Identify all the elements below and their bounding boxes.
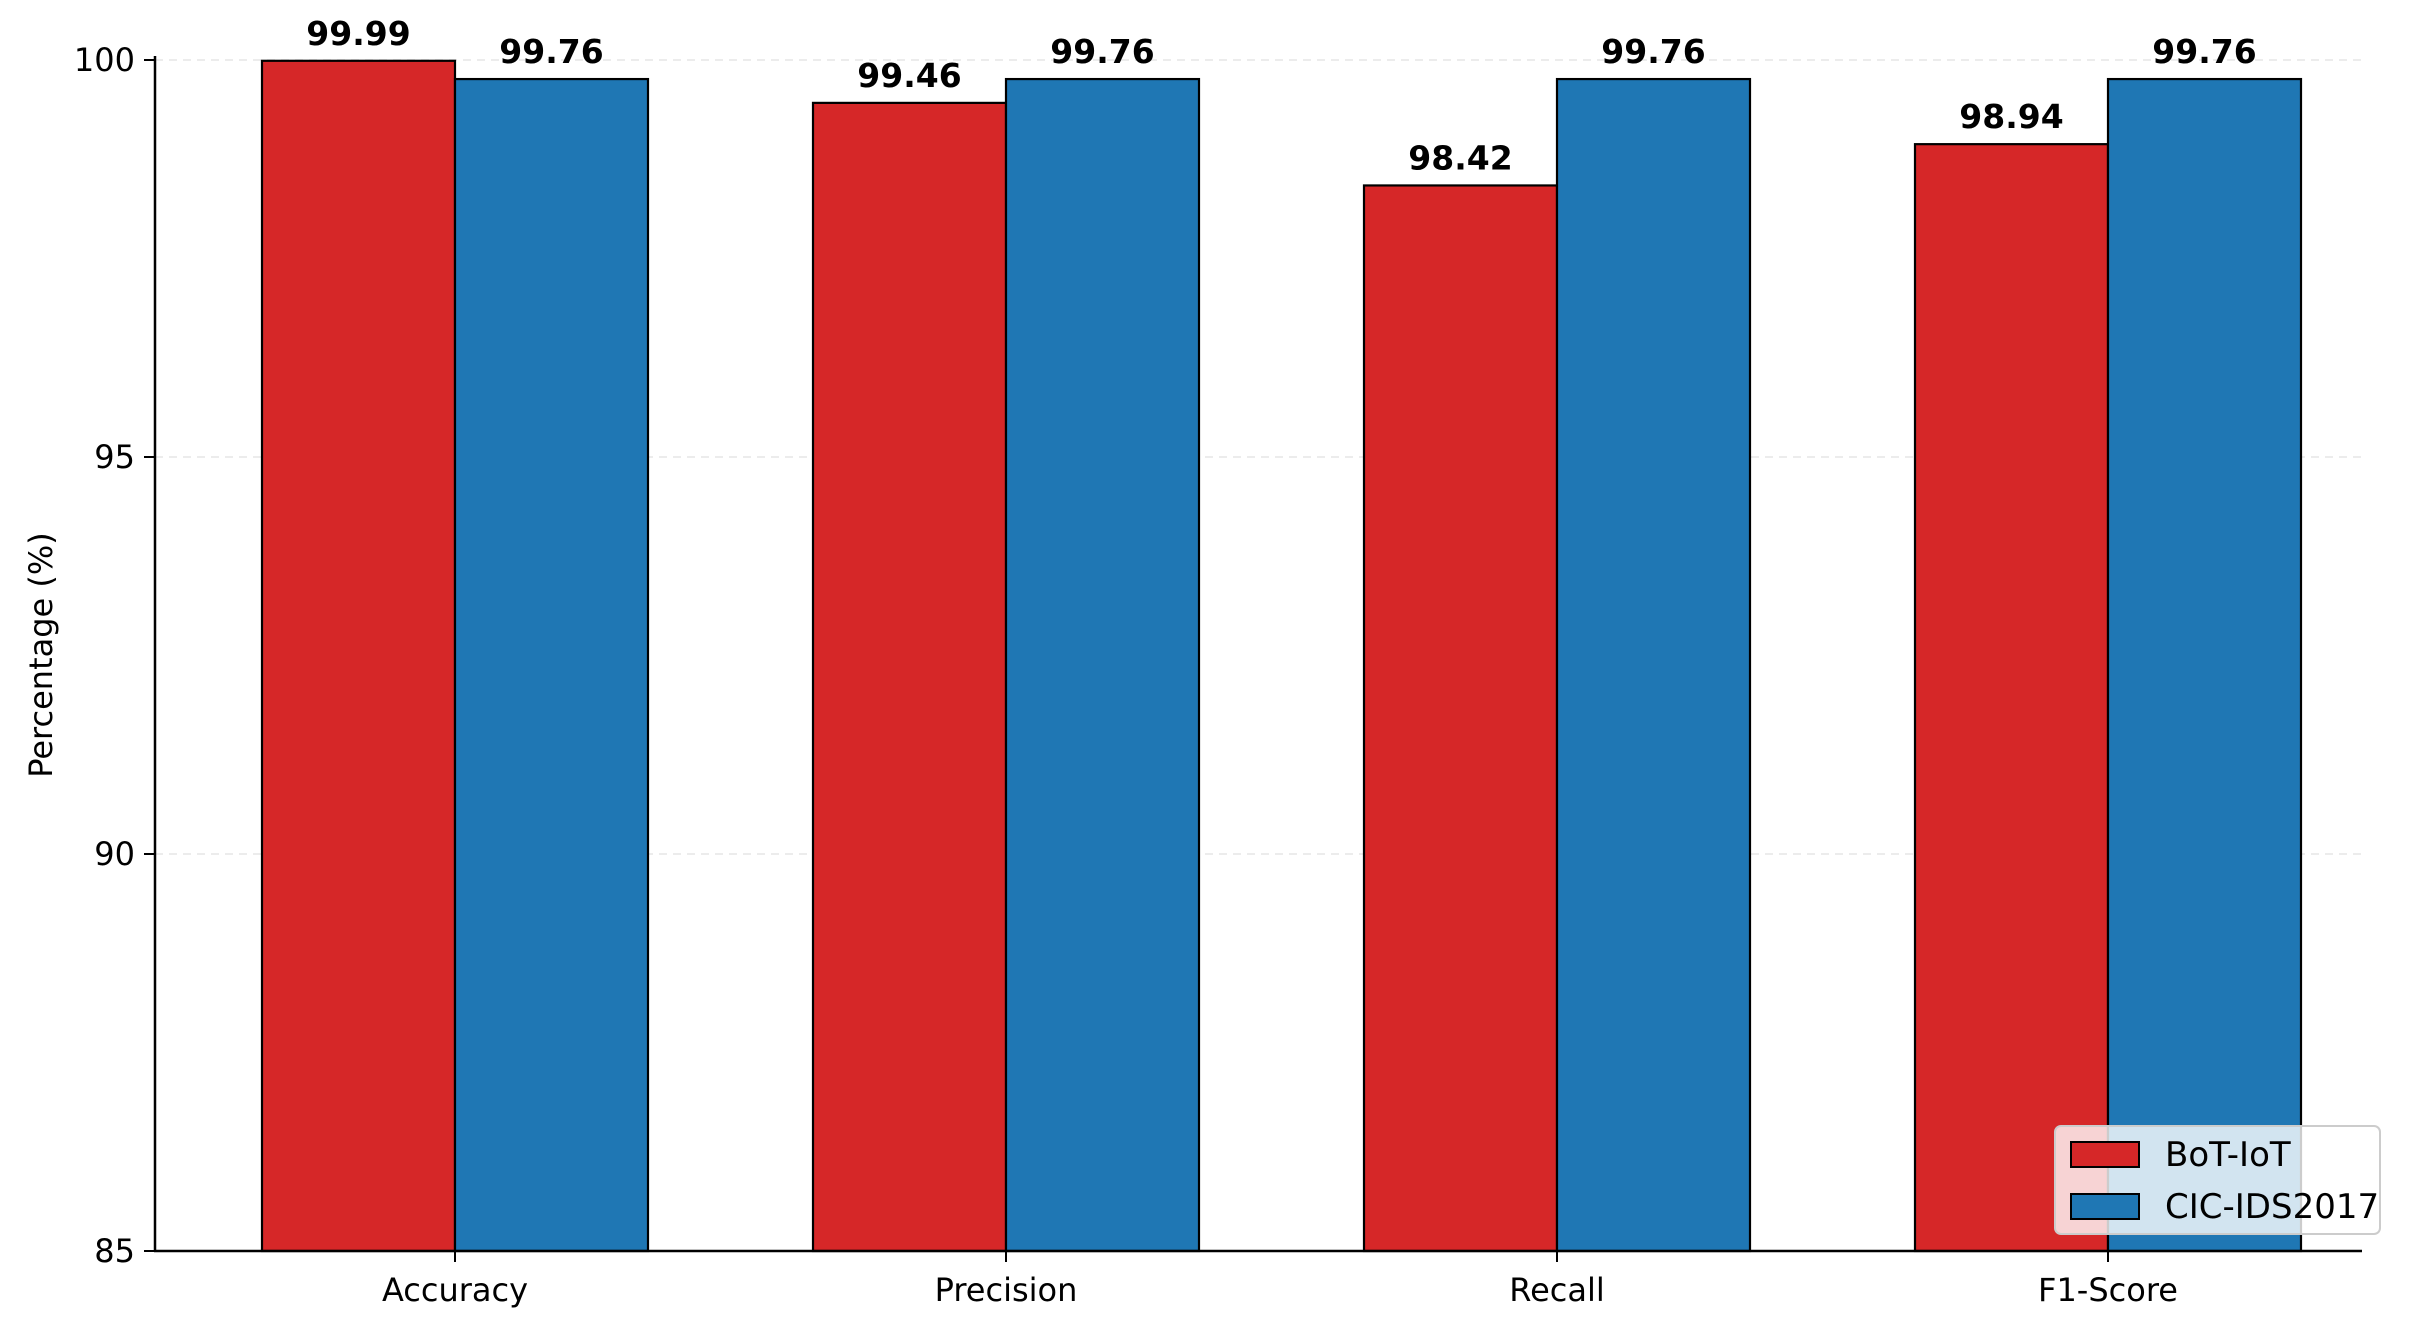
bar xyxy=(260,59,457,1253)
value-labels: 99.99 99.46 98.42 98.94 99.76 99.76 99.76 99.76 xyxy=(306,14,2256,178)
axis-ticks: 85 90 95 100 Accuracy Precision Recall F1-Score xyxy=(74,41,2178,1309)
x-tick-label: F1-Score xyxy=(2038,1271,2178,1309)
legend-swatch xyxy=(2070,1141,2140,1168)
bar xyxy=(811,101,1008,1253)
x-tick-label: Precision xyxy=(935,1271,1078,1309)
legend-swatch xyxy=(2070,1193,2140,1220)
bar xyxy=(1555,77,1752,1253)
bar xyxy=(1004,77,1201,1253)
value-label: 98.94 xyxy=(1959,97,2063,136)
value-label: 99.46 xyxy=(857,56,961,95)
y-tick-label: 85 xyxy=(94,1232,135,1270)
value-label: 98.42 xyxy=(1408,138,1512,177)
value-label: 99.76 xyxy=(1050,32,1154,71)
y-tick-label: 90 xyxy=(94,835,135,873)
legend-label: BoT-IoT xyxy=(2165,1135,2291,1175)
legend-label: CIC-IDS2017 xyxy=(2165,1187,2379,1227)
bar xyxy=(1913,143,2110,1253)
bars xyxy=(260,59,2303,1253)
value-label: 99.76 xyxy=(499,32,603,71)
y-tick-label: 100 xyxy=(74,41,135,79)
x-tick-label: Recall xyxy=(1509,1271,1604,1309)
y-tick-label: 95 xyxy=(94,438,135,476)
y-axis-label: Percentage (%) xyxy=(22,532,60,778)
bar xyxy=(453,77,650,1253)
x-tick-label: Accuracy xyxy=(382,1271,528,1309)
bar xyxy=(1362,184,1559,1253)
value-label: 99.76 xyxy=(2152,32,2256,71)
value-label: 99.99 xyxy=(306,14,410,53)
axes xyxy=(153,56,2362,1253)
bar xyxy=(2106,77,2303,1253)
legend: BoT-IoT CIC-IDS2017 xyxy=(2054,1125,2381,1235)
value-label: 99.76 xyxy=(1601,32,1705,71)
